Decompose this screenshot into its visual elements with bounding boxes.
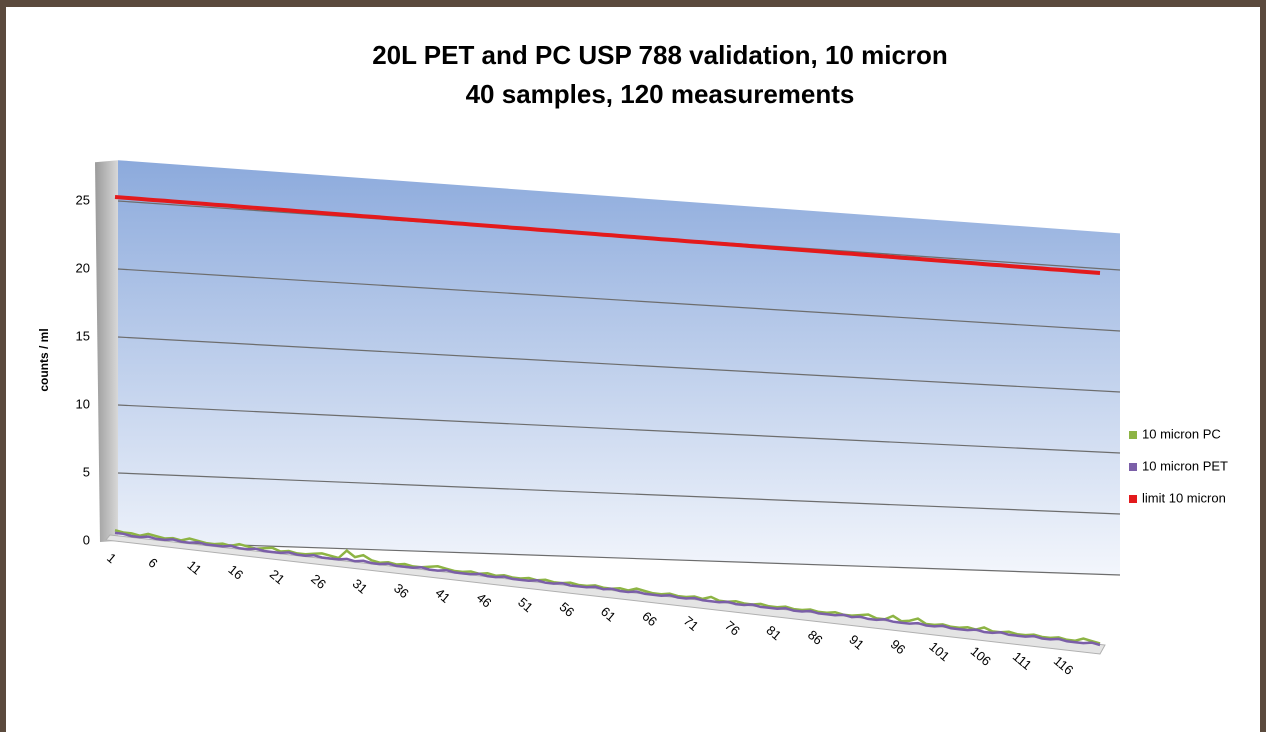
back-wall	[118, 160, 1120, 575]
series-line	[114, 195, 1101, 275]
y-tick-label: 15	[76, 328, 90, 343]
grid-line	[117, 268, 1121, 332]
legend-label: limit 10 micron	[1142, 490, 1226, 505]
grid-line	[117, 540, 1121, 576]
y-axis-pillar	[95, 160, 118, 542]
legend-swatch	[1129, 431, 1137, 439]
y-tick-label: 0	[83, 532, 90, 547]
legend-label: 10 micron PET	[1142, 458, 1228, 473]
y-tick-label: 10	[76, 396, 90, 411]
legend-swatch	[1129, 463, 1137, 471]
grid-line	[117, 404, 1121, 454]
y-axis-title: counts / ml	[37, 328, 51, 391]
grid-line	[117, 336, 1121, 393]
legend-swatch	[1129, 495, 1137, 503]
legend-label: 10 micron PC	[1142, 426, 1221, 441]
y-tick-label: 5	[83, 464, 90, 479]
y-tick-label: 20	[76, 260, 90, 275]
chart-title: 20L PET and PC USP 788 validation, 10 mi…	[372, 40, 948, 70]
series-line	[114, 531, 1101, 647]
chart-subtitle: 40 samples, 120 measurements	[466, 79, 855, 109]
y-tick-label: 25	[76, 192, 90, 207]
grid-line	[117, 472, 1121, 515]
